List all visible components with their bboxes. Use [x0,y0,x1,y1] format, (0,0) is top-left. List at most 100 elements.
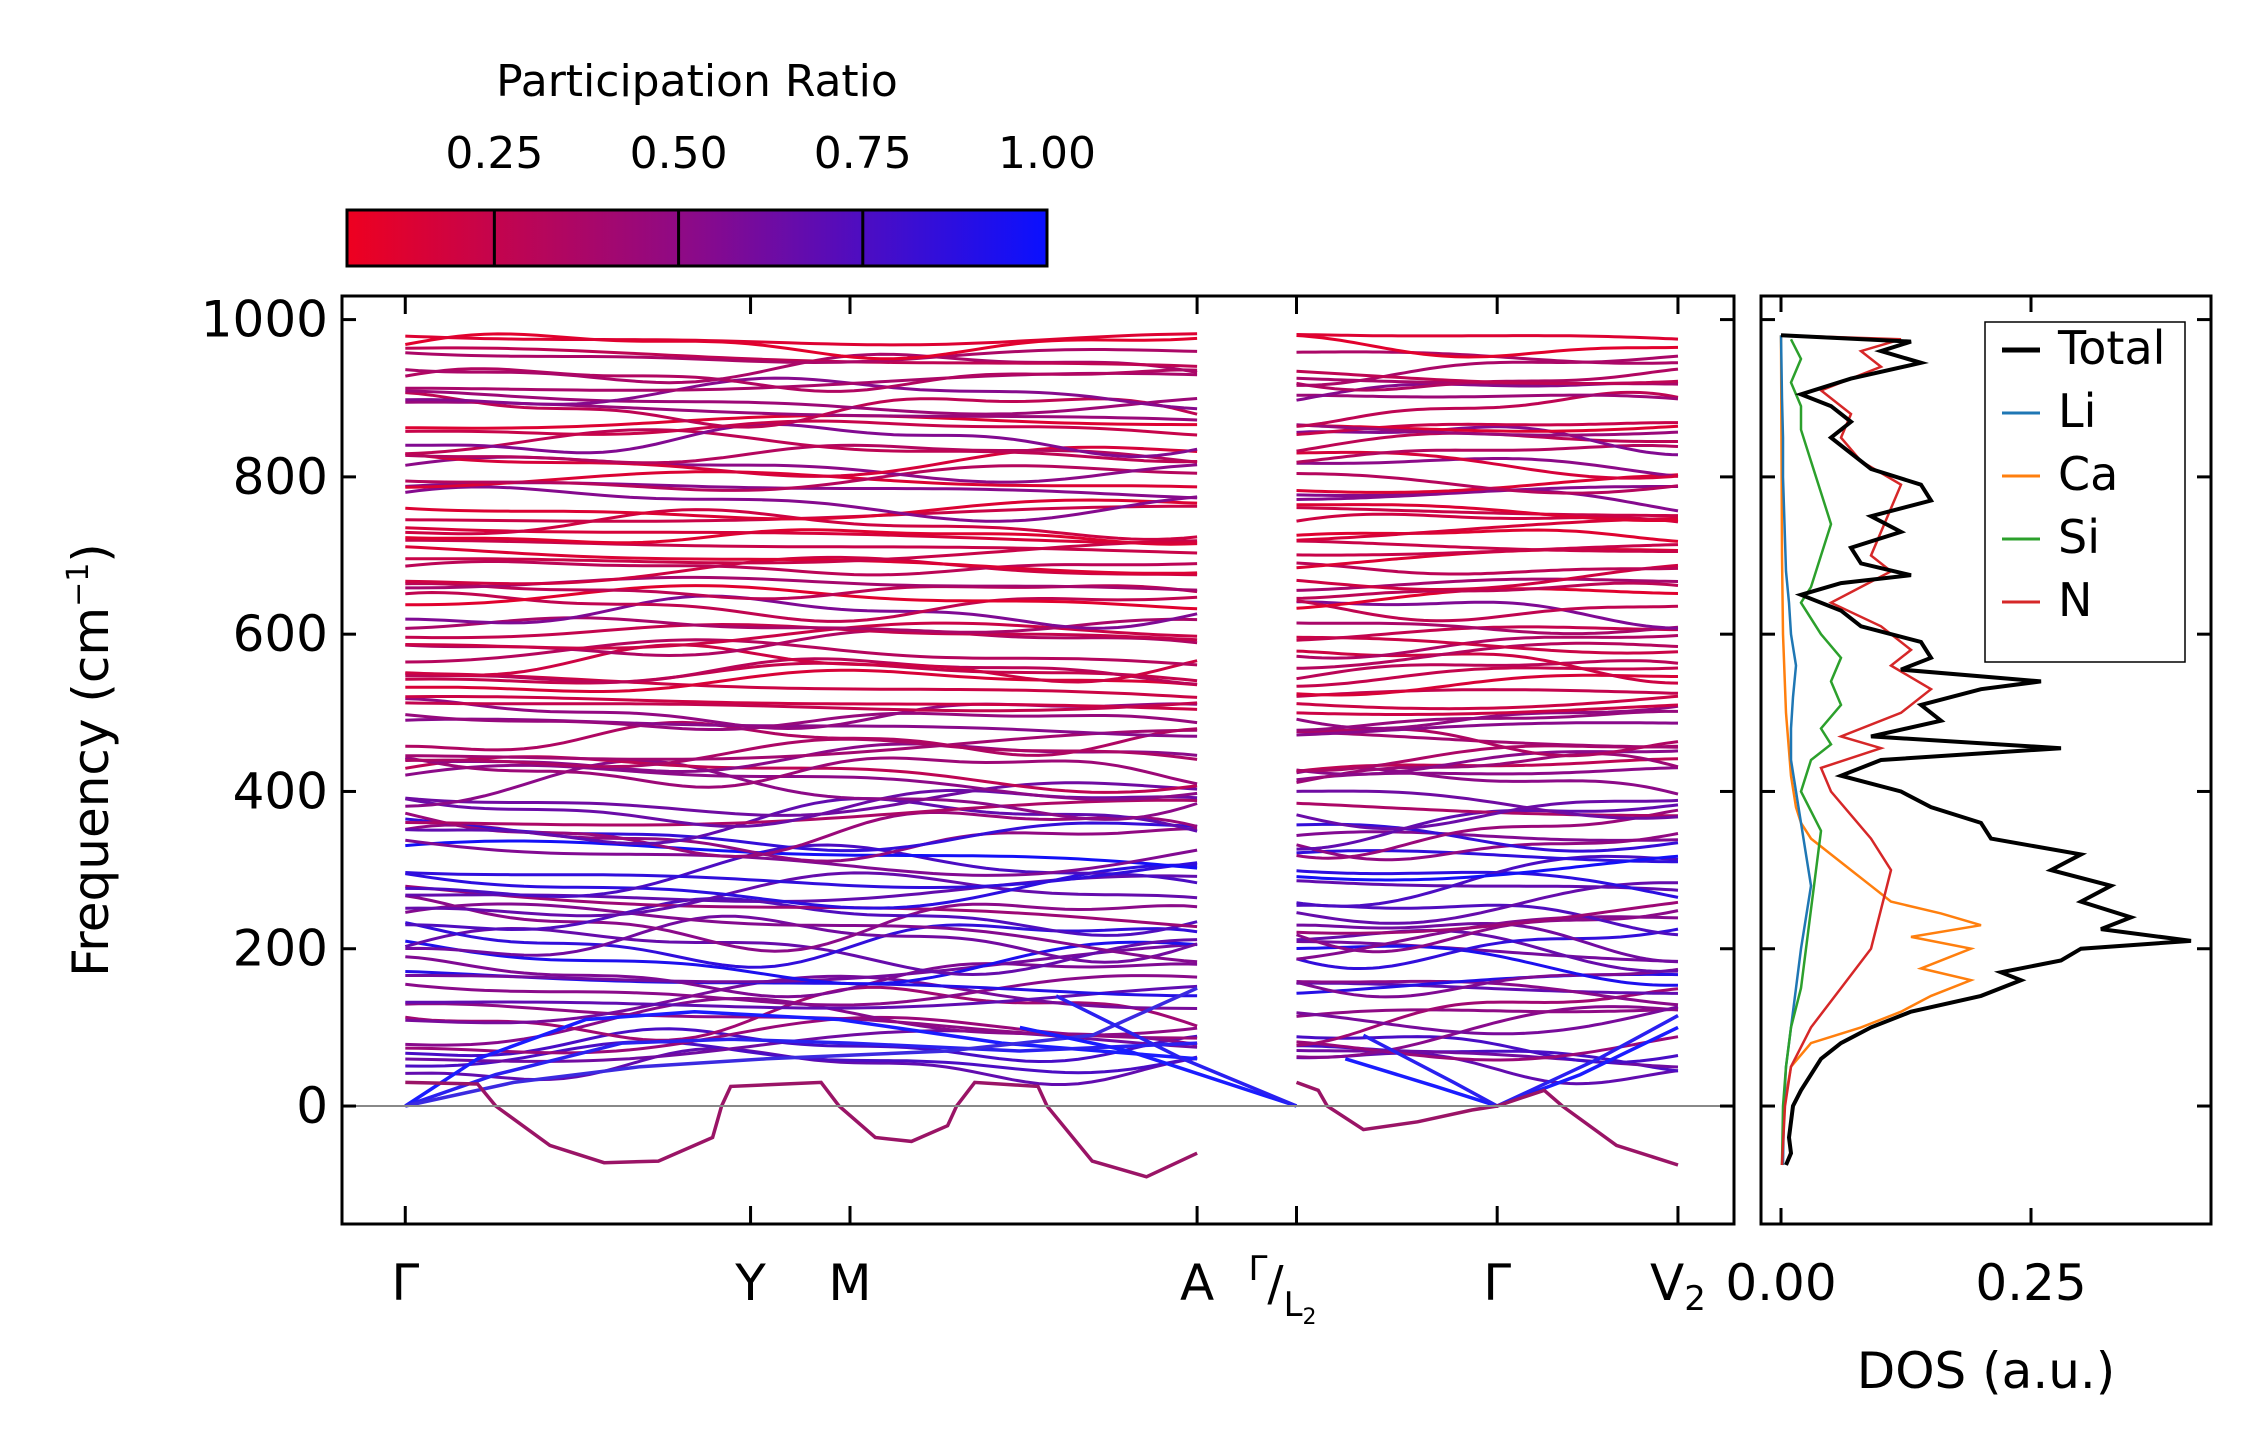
colorbar-gradient [345,208,1049,268]
band-x-ticks: Γ Y M A Γ/L2 Γ V2 [391,296,1706,1330]
y-tick-label: 400 [233,762,328,820]
phonon-band [1296,334,1679,359]
x-tick-label: Γ [1483,1254,1511,1312]
colorbar-tick-label: 0.50 [630,128,728,179]
acoustic-branch [1019,1025,1298,1108]
phonon-band [405,464,1198,492]
phonon-band [1296,369,1679,386]
band-lines [404,332,1679,1179]
phonon-band [1296,621,1679,636]
phonon-band [405,538,1198,555]
phonon-band [1296,485,1678,501]
dos-line-li [1779,335,1813,1166]
band-structure-panel: 0 200 400 600 800 1000 Γ Y M A Γ/L2 Γ V2 Frequency … [61,291,1736,1330]
phonon-band [1296,721,1678,737]
phonon-band [1296,563,1679,591]
x-tick-label: Y [734,1254,766,1312]
phonon-band [405,428,1198,464]
phonon-band [405,643,1198,684]
phonon-band [1296,506,1678,518]
dos-lines [1779,333,2192,1166]
x-tick-label: M [828,1254,871,1312]
phonon-band [1296,927,1679,970]
phonon-band [405,974,1198,1007]
legend-label: Total [2057,321,2165,375]
phonon-band [405,720,1198,757]
phonon-band [1296,581,1679,600]
phonon-band [1296,1035,1679,1062]
colorbar-tick-label: 0.25 [445,128,543,179]
phonon-band [405,584,1198,611]
colorbar: Participation Ratio 0.25 0.50 0.75 1.00 [345,56,1096,268]
phonon-band [1296,425,1679,457]
legend-frame [1984,321,2186,663]
colorbar-tick-label: 0.75 [814,128,912,179]
phonon-band [1296,879,1679,892]
phonon-band [1296,1005,1679,1059]
phonon-band [405,348,1198,365]
phonon-band [1296,641,1679,670]
phonon-band [405,798,1198,827]
colorbar-tick-label: 1.00 [998,128,1096,179]
phonon-band [1296,1051,1679,1086]
phonon-band [1296,1035,1679,1064]
phonon-band [405,902,1198,964]
phonon-band [405,894,1198,953]
phonon-band [405,711,1198,731]
dos-legend: Total Li Ca Si N [1984,321,2186,663]
phonon-band [405,984,1198,1010]
phonon-band [1296,798,1679,831]
phonon-band [405,621,1198,650]
y-tick-label: 600 [233,605,328,663]
dos-x-axis-label: DOS (a.u.) [1857,1342,2116,1400]
phonon-band [405,470,1198,489]
colorbar-title: Participation Ratio [496,56,898,107]
phonon-band [1296,333,1679,341]
phonon-band [405,974,1198,1025]
phonon-band [1296,472,1679,495]
phonon-band [405,797,1198,846]
phonon-band [405,498,1198,521]
dos-x-tick-label: 0.25 [1975,1254,2086,1312]
phonon-band [1296,869,1679,899]
phonon-band [1296,457,1679,478]
phonon-band [1296,649,1679,685]
phonon-band [1296,981,1678,995]
legend-label: N [2058,573,2092,627]
phonon-band [1296,940,1679,963]
phonon-band [1296,688,1679,698]
phonon-band [405,661,1198,685]
phonon-band [405,695,1198,711]
phonon-band [405,759,1198,821]
phonon-band [405,594,1198,630]
phonon-band [405,389,1198,416]
acoustic-branch [404,1037,1198,1108]
phonon-band [405,539,1198,565]
phonon-band [405,391,1198,429]
phonon-band [1296,854,1679,908]
phonon-band [1296,832,1679,862]
phonon-band [1296,634,1679,660]
phonon-band [1296,528,1679,543]
phonon-band [405,560,1198,577]
dos-ticks: 0.00 0.25 [1725,296,2211,1312]
phonon-band [1296,704,1679,730]
phonon-band [1296,922,1679,964]
phonon-band [1296,694,1679,711]
phonon-band [405,939,1198,986]
phonon-band [1296,423,1679,437]
phonon-band [1295,909,1679,954]
phonon-band [405,701,1198,713]
phonon-band [405,763,1198,801]
phonon-band [405,863,1198,910]
phonon-band [1296,822,1679,853]
phonon-band [1296,1005,1679,1036]
phonon-band [405,528,1198,546]
phonon-band [405,371,1198,392]
acoustic-branch [404,986,1198,1108]
dos-line-si [1780,338,1843,1166]
phonon-band [1296,635,1679,655]
phonon-band [1296,928,1679,973]
acoustic-branch [1344,1025,1679,1108]
phonon-band [1296,808,1679,860]
